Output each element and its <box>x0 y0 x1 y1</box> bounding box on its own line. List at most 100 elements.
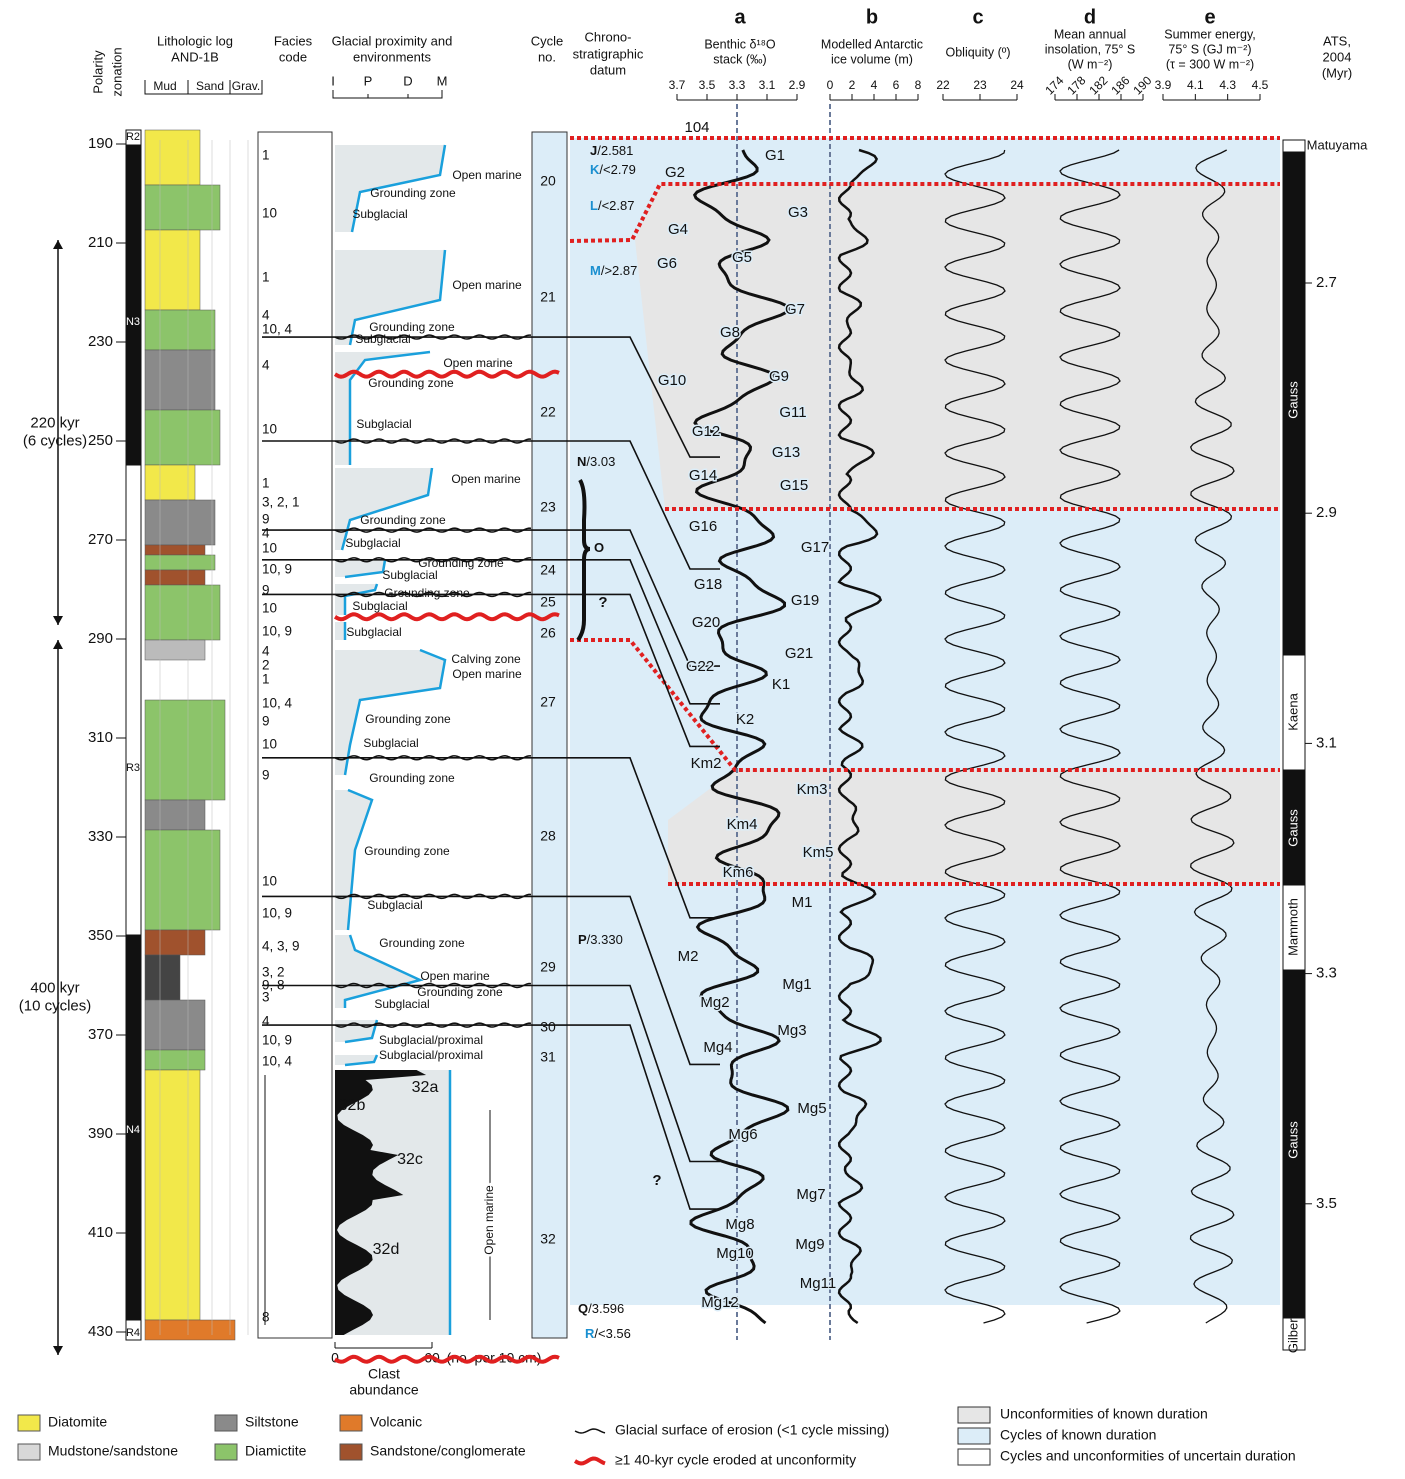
polarity-label: N3 <box>126 316 140 328</box>
isotope-stage: Mg2 <box>700 994 729 1011</box>
header: Lithologic log <box>157 33 233 48</box>
datum-label: K/<2.79 <box>590 162 636 177</box>
arrow-head <box>53 616 63 625</box>
isotope-stage: Km4 <box>727 816 758 833</box>
lithology-bed <box>145 185 220 230</box>
legend-label: Cycles and unconformities of uncertain d… <box>1000 1448 1296 1464</box>
isotope-stage: G9 <box>769 368 789 385</box>
proximity-curve <box>350 352 430 465</box>
duration-label: 220 kyr <box>30 414 79 431</box>
environment-label: Grounding zone <box>360 513 446 527</box>
environment-label: Subglacial <box>367 898 422 912</box>
panel-title: (W m⁻²) <box>1068 57 1113 71</box>
arrow-head <box>53 1346 63 1355</box>
facies-code: 10 <box>262 737 277 752</box>
isotope-stage: G15 <box>780 477 808 494</box>
clast-tick-label: 0 <box>331 1350 339 1366</box>
panel-tick-label: 3.7 <box>669 78 686 92</box>
legend-swatch <box>215 1415 237 1431</box>
datum-letter: N <box>577 454 586 469</box>
lithology-bed <box>145 555 215 570</box>
datum-label: O <box>594 540 604 555</box>
facies-code: 10, 4 <box>262 696 293 711</box>
lithology-bed <box>145 930 205 955</box>
panel-letter: b <box>866 6 878 28</box>
isotope-stage: G18 <box>694 576 722 593</box>
duration-label: (6 cycles) <box>23 432 87 449</box>
environment-label: Grounding zone <box>379 936 465 950</box>
header: Cycle <box>531 33 564 48</box>
depth-tick-label: 210 <box>88 234 113 251</box>
facies-code: 9 <box>262 768 270 783</box>
header: zonation <box>109 47 124 96</box>
cycle-number: 30 <box>540 1019 556 1035</box>
scale-label: Sand <box>196 79 224 93</box>
panel-tick-label: 178 <box>1064 73 1088 97</box>
datum-letter: Q <box>578 1301 588 1316</box>
panel-letter: a <box>734 6 746 28</box>
environment-label: Open marine <box>420 969 490 983</box>
header: AND-1B <box>171 49 219 64</box>
lithology-bed <box>145 570 205 585</box>
isotope-stage: Km6 <box>723 864 754 881</box>
chron-label: Kaena <box>1285 692 1300 730</box>
panel-tick-label: 3.5 <box>699 78 716 92</box>
subunit-label: 32d <box>373 1241 400 1258</box>
legend-box <box>958 1449 990 1465</box>
scale-line <box>333 90 442 98</box>
cycle-number: 27 <box>540 694 556 710</box>
chron-label: Gauss <box>1285 381 1300 419</box>
panel-tick-label: 3.3 <box>729 78 746 92</box>
datum-label: N/3.03 <box>577 454 615 469</box>
chron-band <box>1283 140 1305 152</box>
datum-letter: L <box>590 198 598 213</box>
legend-label: Volcanic <box>370 1414 422 1430</box>
polarity-band <box>126 145 141 465</box>
environment-label: Open marine <box>452 667 522 681</box>
environment-label: Grounding zone <box>369 771 455 785</box>
facies-code: 10, 9 <box>262 562 292 577</box>
datum-letter: P <box>578 932 587 947</box>
facies-code: 10, 4 <box>262 1054 293 1069</box>
legend-label: ≥1 40-kyr cycle eroded at unconformity <box>615 1452 856 1468</box>
depth-tick-label: 250 <box>88 432 113 449</box>
legend-swatch <box>18 1444 40 1460</box>
isotope-stage: Mg10 <box>716 1245 754 1262</box>
isotope-stage: G16 <box>689 518 717 535</box>
isotope-stage: G8 <box>720 324 740 341</box>
isotope-stage: K1 <box>772 676 790 693</box>
panel-tick-label: 2 <box>849 78 856 92</box>
isotope-stage: Mg12 <box>701 1294 739 1311</box>
environment-label: Open marine <box>443 356 513 370</box>
arrow-head <box>53 640 63 649</box>
isotope-stage: G14 <box>689 467 717 484</box>
datum-age: />2.87 <box>601 263 638 278</box>
arrow-head <box>53 240 63 249</box>
duration-label: (10 cycles) <box>19 997 92 1014</box>
panel-tick-label: 4.5 <box>1252 78 1269 92</box>
isotope-stage: Mg6 <box>728 1126 757 1143</box>
environment-label: Grounding zone <box>417 985 503 999</box>
environment-label: Open marine <box>482 1185 496 1255</box>
environment-label: Subglacial <box>363 736 418 750</box>
cycle-number: 32 <box>540 1231 556 1247</box>
datum-age: /3.330 <box>587 932 623 947</box>
facies-code: 10, 9 <box>262 906 292 921</box>
facies-code: 2 <box>262 658 270 673</box>
header: environments <box>353 49 432 64</box>
depth-tick-label: 270 <box>88 531 113 548</box>
lithology-bed <box>145 1050 205 1070</box>
lithology-bed <box>145 1000 205 1050</box>
datum-label: J/2.581 <box>590 143 633 158</box>
facies-code: 4, 3, 9 <box>262 939 300 954</box>
environment-label: Subglacial <box>345 536 400 550</box>
isotope-stage: K2 <box>736 711 754 728</box>
lithology-bed <box>145 410 220 465</box>
legend-label: Diatomite <box>48 1414 107 1430</box>
isotope-stage: G5 <box>732 249 752 266</box>
facies-code: 10 <box>262 541 277 556</box>
chron-label: Gauss <box>1285 809 1300 847</box>
legend-swatch <box>340 1415 362 1431</box>
panel-tick-label: 0 <box>827 78 834 92</box>
isotope-stage: Km5 <box>803 844 834 861</box>
